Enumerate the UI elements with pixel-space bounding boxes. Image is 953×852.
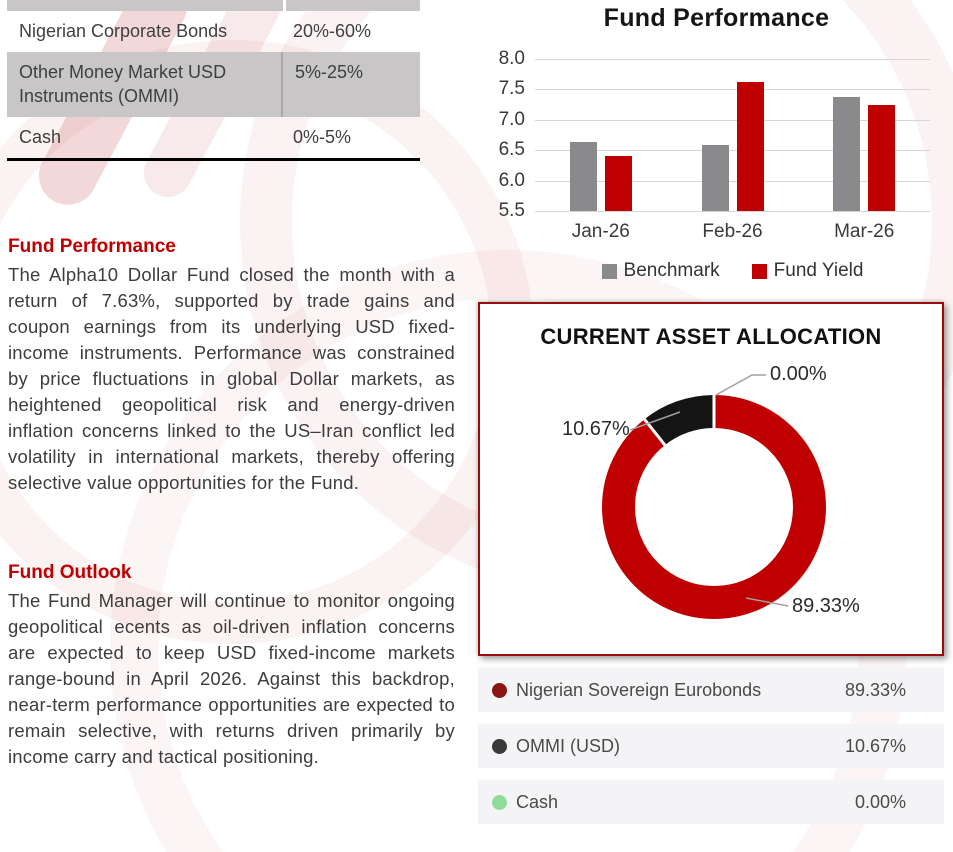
allocation-legend: Nigerian Sovereign Eurobonds 89.33% OMMI (… — [478, 668, 944, 836]
donut-chart-title: CURRENT ASSET ALLOCATION — [540, 324, 882, 349]
fund-performance-bar-chart: Fund Performance 8.0 7.5 7.0 6.5 6.0 5.5 Jan-2… — [480, 0, 953, 298]
y-axis-tick-label: 5.5 — [498, 200, 525, 221]
allocation-legend-row: OMMI (USD) 10.67% — [478, 724, 944, 768]
gridline — [535, 150, 930, 152]
x-axis-category-label: Jan-26 — [571, 221, 630, 242]
legend-item: Fund Yield — [751, 260, 864, 282]
legend-swatch — [751, 263, 767, 279]
bar-benchmark — [569, 142, 597, 211]
legend-dot — [492, 794, 507, 810]
donut-chart — [602, 374, 826, 619]
table-bottom-border — [7, 158, 420, 161]
legend-value: 89.33% — [844, 679, 906, 700]
gridline — [535, 89, 930, 91]
leader-line-cash — [715, 374, 766, 396]
bar-fund-yield — [604, 156, 632, 211]
legend-value: 0.00% — [854, 791, 906, 812]
allocation-legend-row: Nigerian Sovereign Eurobonds 89.33% — [478, 668, 944, 712]
donut-label-cash: 0.00% — [770, 363, 827, 385]
table-header-sliver — [7, 0, 420, 11]
section-body: The Fund Manager will continue to monito… — [8, 590, 455, 767]
asset-range-table-rows: Nigerian Corporate Bonds 20%-60% Other Mon… — [7, 11, 420, 158]
table-cell-range: 0%-5% — [293, 127, 352, 147]
legend-label: Fund Yield — [773, 260, 864, 281]
y-axis-tick-label: 8.0 — [498, 48, 525, 69]
section-heading: Fund Outlook — [8, 562, 132, 583]
x-axis-category-label: Mar-26 — [834, 221, 895, 242]
gridline — [535, 180, 930, 182]
legend-dot — [492, 682, 507, 698]
leader-line-ommi — [629, 411, 681, 431]
fund-performance-section: Fund Performance The Alpha10 Dollar Fund… — [8, 236, 455, 496]
allocation-legend-row: Cash 0.00% — [478, 780, 944, 824]
table-cell-asset: Nigerian Corporate Bonds — [19, 21, 228, 41]
x-axis-category-label: Feb-26 — [702, 221, 763, 242]
gridline — [535, 211, 930, 212]
y-axis-tick-label: 6.5 — [498, 139, 525, 161]
y-axis-tick-label: 7.5 — [498, 78, 525, 100]
bar-fund-yield — [736, 81, 764, 211]
gridline — [535, 59, 930, 60]
leader-line-eurobonds — [745, 597, 789, 607]
y-axis-tick-label: 6.0 — [498, 169, 525, 191]
section-body: The Alpha10 Dollar Fund closed the month… — [8, 264, 455, 493]
legend-dot — [492, 738, 507, 754]
bar-benchmark — [833, 96, 861, 211]
table-row: Nigerian Corporate Bonds 20%-60% — [7, 11, 420, 52]
table-row: Cash 0%-5% — [7, 117, 420, 158]
column-divider — [283, 0, 286, 11]
table-cell-range: 5%-25% — [295, 62, 364, 82]
donut-label-ommi: 10.67% — [562, 418, 630, 440]
legend-label: Benchmark — [623, 260, 720, 281]
gridline — [535, 119, 930, 121]
bar-chart-title: Fund Performance — [603, 4, 830, 32]
table-row: Other Money Market USD Instruments (OMMI… — [7, 52, 420, 117]
table-cell-asset: Other Money Market USD Instruments (OMMI… — [7, 52, 283, 117]
asset-range-table: Nigerian Corporate Bonds 20%-60% Other Mon… — [7, 0, 420, 161]
legend-label: Cash — [516, 791, 559, 812]
legend-label: Nigerian Sovereign Eurobonds — [516, 679, 762, 700]
donut-slice-nigerian-sovereign-eurobonds — [602, 395, 826, 619]
bar-fund-yield — [868, 105, 896, 211]
donut-label-eurobonds: 89.33% — [792, 595, 860, 617]
current-asset-allocation-panel: CURRENT ASSET ALLOCATION 0.00% 10.67% 89… — [478, 302, 944, 656]
table-cell-asset: Cash — [19, 127, 62, 147]
legend-value: 10.67% — [844, 735, 906, 756]
bar-benchmark — [701, 144, 729, 211]
legend-swatch — [601, 263, 617, 279]
fund-outlook-section: Fund Outlook The Fund Manager will conti… — [8, 562, 455, 770]
y-axis-tick-label: 7.0 — [498, 108, 525, 130]
table-cell-range: 20%-60% — [293, 21, 372, 41]
bar-chart-legend: Benchmark Fund Yield — [535, 260, 930, 282]
section-heading: Fund Performance — [8, 236, 176, 257]
legend-item: Benchmark — [601, 260, 720, 282]
slice-separator — [640, 415, 669, 450]
legend-label: OMMI (USD) — [516, 735, 620, 756]
